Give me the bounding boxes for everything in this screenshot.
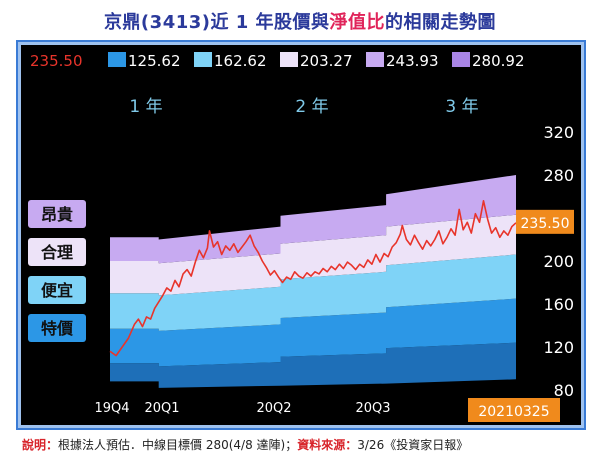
y-tick-280: 280 [543,166,574,185]
pbr-chart: 235.50 125.62 162.62 203.27 243.93 280.92 1 年 2… [28,52,574,422]
note-text-1: 根據法人預估．中線目標價 280(4/8 達陣)； [58,438,298,452]
zone-label-4: 特價 [41,319,74,338]
y-tick-200: 200 [543,252,574,271]
note-label-2: 資料來源： [297,438,358,452]
legend-price-value: 235.50 [30,52,83,70]
note-label-1: 說明： [22,438,59,452]
title-highlight: 淨值比 [329,12,386,33]
y-tick-80: 80 [554,381,574,400]
zone-badge-4 [28,314,86,342]
legend-value-3: 203.27 [300,52,353,70]
valuation-band-3 [110,254,516,331]
year-marker-3: 3 年 [445,97,478,117]
x-tick-20Q1: 20Q1 [144,401,179,416]
title-prefix: 京鼎(3413)近 1 年股價與 [103,12,330,33]
valuation-band-1 [110,342,516,388]
y-tick-120: 120 [543,338,574,357]
price-line [109,200,517,357]
y-tick-160: 160 [543,295,574,314]
footnote: 說明：根據法人預估．中線目標價 280(4/8 達陣)；資料來源：3/26《投資… [22,436,468,453]
date-tag [468,398,560,422]
year-marker-2: 2 年 [295,97,328,117]
zone-label-2: 合理 [41,243,73,262]
legend-swatch-2 [194,52,212,67]
x-tick-19Q4: 19Q4 [94,401,129,416]
legend-value-2: 162.62 [214,52,267,70]
price-tag-text: 235.50 [521,216,570,232]
year-marker-1: 1 年 [129,97,162,117]
legend-value-5: 280.92 [472,52,525,70]
zone-label-3: 便宜 [41,281,73,300]
x-tick-20Q2: 20Q2 [256,401,291,416]
legend-value-1: 125.62 [128,52,181,70]
title-suffix: 的相關走勢圖 [385,12,497,33]
y-tick-320: 320 [543,123,574,142]
legend-swatch-5 [452,52,470,67]
chart-title: 京鼎(3413)近 1 年股價與淨值比的相關走勢圖 [0,8,600,34]
note-text-2: 3/26《投資家日報》 [357,438,469,452]
zone-badge-3 [28,276,86,304]
zone-badge-2 [28,238,86,266]
date-tag-text: 20210325 [478,404,549,420]
zone-label-1: 昂貴 [41,205,73,224]
zone-badge-1 [28,200,86,228]
legend-value-4: 243.93 [386,52,439,70]
legend-swatch-4 [366,52,384,67]
x-tick-20Q3: 20Q3 [355,401,390,416]
legend-swatch-1 [108,52,126,67]
price-tag [516,209,574,234]
valuation-band-2 [110,298,516,367]
legend-swatch-3 [280,52,298,67]
